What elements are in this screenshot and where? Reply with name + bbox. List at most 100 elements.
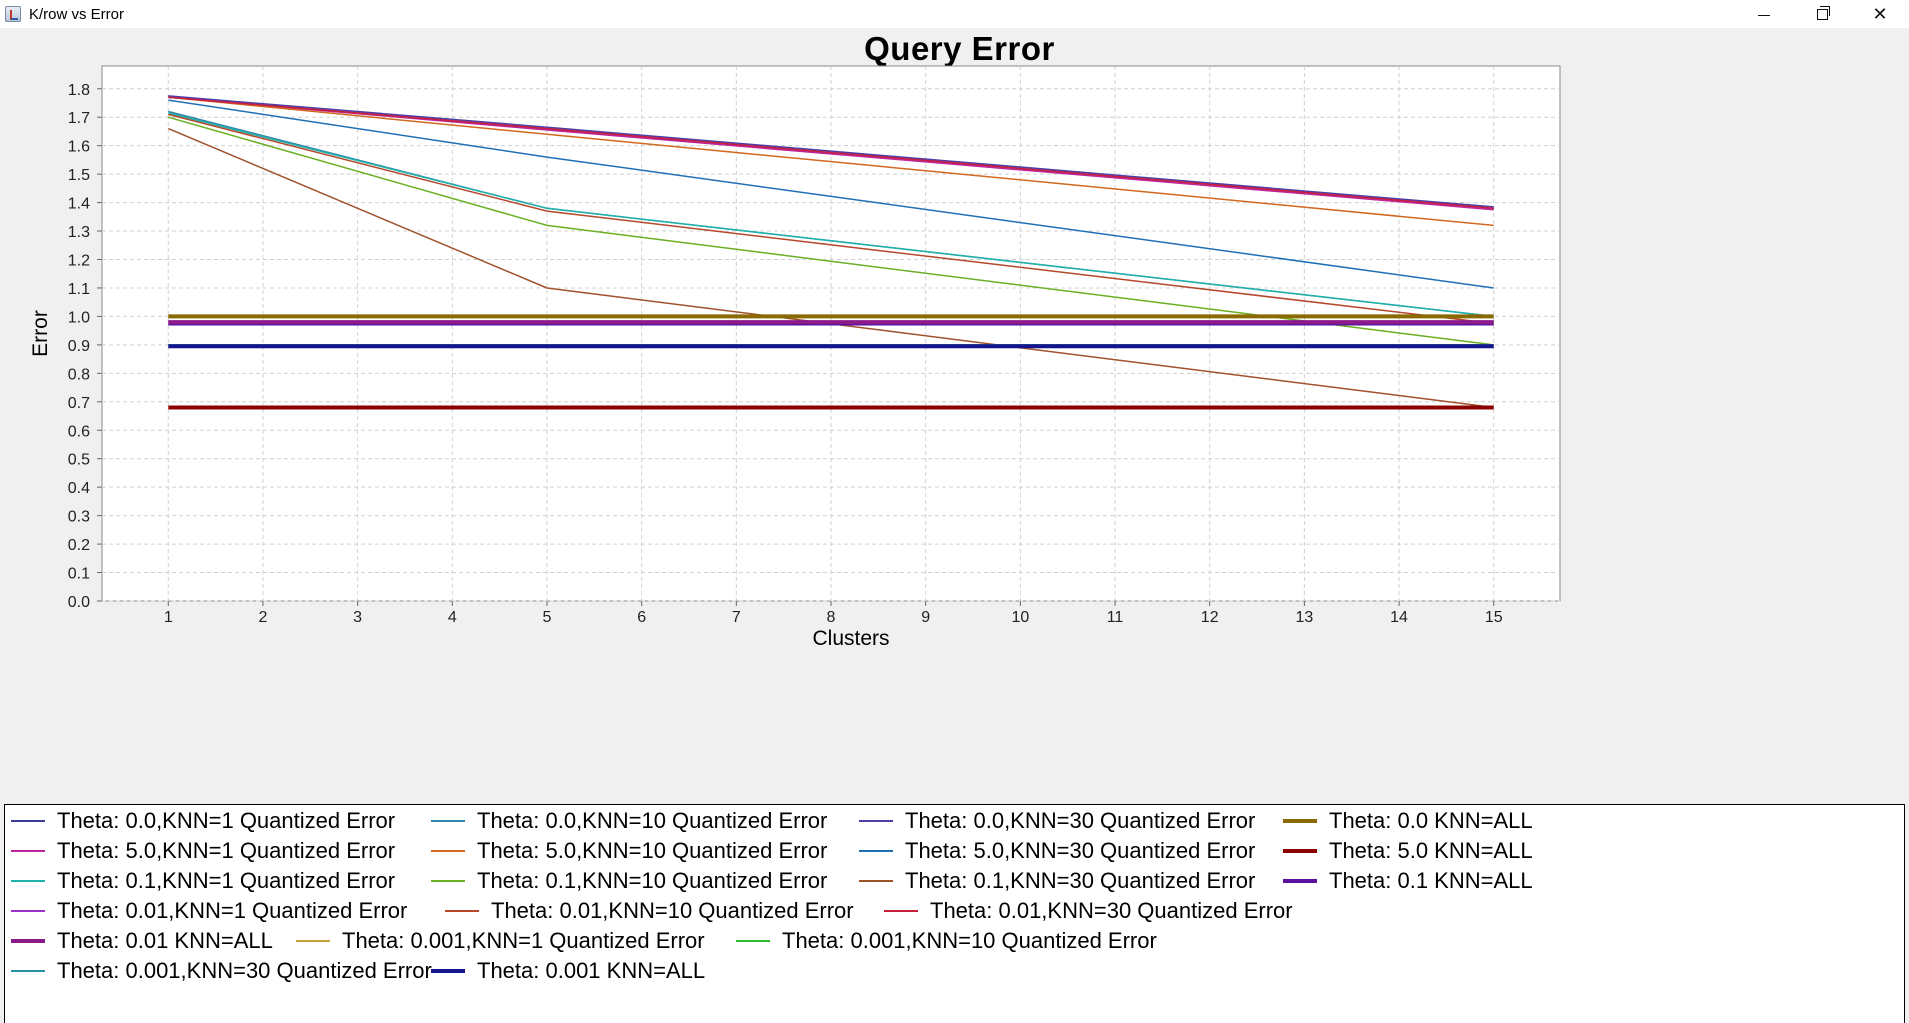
legend-label: Theta: 0.001 KNN=ALL <box>477 958 706 983</box>
legend-swatch <box>11 820 45 822</box>
legend-item: Theta: 0.01,KNN=30 Quantized Error <box>878 897 1293 925</box>
x-tick-label: 1 <box>164 609 173 626</box>
x-tick-label: 9 <box>921 609 930 626</box>
series-line <box>168 96 1494 227</box>
legend-label: Theta: 5.0,KNN=30 Quantized Error <box>905 838 1256 863</box>
legend-label: Theta: 0.01,KNN=1 Quantized Error <box>57 898 408 923</box>
x-tick-label: 13 <box>1295 609 1313 626</box>
x-tick-label: 6 <box>637 609 646 626</box>
legend-label: Theta: 0.001,KNN=1 Quantized Error <box>342 928 705 953</box>
y-tick-label: 1.5 <box>68 167 90 184</box>
legend-item: Theta: 0.0,KNN=10 Quantized Error <box>425 807 827 835</box>
legend-label: Theta: 0.01,KNN=10 Quantized Error <box>491 898 854 923</box>
legend-item: Theta: 0.1,KNN=30 Quantized Error <box>853 867 1255 895</box>
legend-item: Theta: 5.0 KNN=ALL <box>1277 837 1533 865</box>
legend-swatch <box>11 850 45 852</box>
legend-swatch <box>859 850 893 852</box>
legend-label: Theta: 0.001,KNN=10 Quantized Error <box>782 928 1157 953</box>
y-tick-label: 1.3 <box>68 224 90 241</box>
x-axis-label: Clusters <box>812 627 889 650</box>
y-tick-label: 1.4 <box>68 196 90 213</box>
legend-item: Theta: 0.01,KNN=10 Quantized Error <box>439 897 854 925</box>
y-tick-label: 1.1 <box>68 281 90 298</box>
java-app-icon <box>5 6 21 22</box>
y-tick-label: 0.7 <box>68 395 90 412</box>
minimize-icon <box>1758 14 1770 16</box>
legend-label: Theta: 5.0,KNN=10 Quantized Error <box>477 838 828 863</box>
legend-label: Theta: 0.01,KNN=30 Quantized Error <box>930 898 1293 923</box>
y-tick-label: 0.2 <box>68 537 90 554</box>
restore-button[interactable] <box>1793 0 1851 28</box>
legend-item: Theta: 0.001 KNN=ALL <box>425 957 705 985</box>
x-tick-label: 8 <box>827 609 836 626</box>
y-tick-label: 0.5 <box>68 452 90 469</box>
legend-item: Theta: 0.1,KNN=10 Quantized Error <box>425 867 827 895</box>
series-line <box>168 99 1494 289</box>
y-tick-label: 1.6 <box>68 139 90 156</box>
legend-swatch <box>859 880 893 882</box>
legend-swatch <box>1283 819 1317 823</box>
y-tick-label: 0.0 <box>68 594 90 611</box>
legend-label: Theta: 0.1 KNN=ALL <box>1329 868 1533 893</box>
minimize-button[interactable] <box>1735 0 1793 28</box>
legend-label: Theta: 5.0,KNN=1 Quantized Error <box>57 838 396 863</box>
x-tick-label: 10 <box>1011 609 1029 626</box>
legend-swatch <box>1283 879 1317 883</box>
legend-label: Theta: 0.1,KNN=30 Quantized Error <box>905 868 1256 893</box>
x-tick-label: 4 <box>448 609 457 626</box>
legend-swatch <box>445 910 479 912</box>
legend-swatch <box>296 940 330 942</box>
y-tick-label: 0.6 <box>68 423 90 440</box>
close-button[interactable]: ✕ <box>1851 0 1909 28</box>
y-tick-label: 0.1 <box>68 566 90 583</box>
chart-title: Query Error <box>864 30 1055 67</box>
legend-swatch <box>431 850 465 852</box>
y-tick-label: 1.2 <box>68 253 90 270</box>
legend-swatch <box>736 940 770 942</box>
legend-label: Theta: 0.001,KNN=30 Quantized Error <box>57 958 432 983</box>
y-tick-label: 0.8 <box>68 366 90 383</box>
chart-legend: Theta: 0.0,KNN=1 Quantized Error Theta: 0… <box>4 804 1905 1023</box>
legend-item: Theta: 0.01 KNN=ALL <box>5 927 273 955</box>
x-tick-label: 12 <box>1201 609 1219 626</box>
legend-item: Theta: 0.001,KNN=10 Quantized Error <box>730 927 1157 955</box>
x-tick-label: 7 <box>732 609 741 626</box>
legend-label: Theta: 0.0,KNN=10 Quantized Error <box>477 808 828 833</box>
y-tick-label: 1.8 <box>68 82 90 99</box>
y-tick-label: 0.4 <box>68 480 90 497</box>
legend-swatch <box>11 939 45 943</box>
series-line <box>168 96 1494 210</box>
series-line <box>168 113 1494 325</box>
legend-item: Theta: 0.001,KNN=30 Quantized Error <box>5 957 432 985</box>
legend-label: Theta: 0.0,KNN=1 Quantized Error <box>57 808 396 833</box>
legend-label: Theta: 0.01 KNN=ALL <box>57 928 273 953</box>
legend-label: Theta: 0.0,KNN=30 Quantized Error <box>905 808 1256 833</box>
series-line <box>168 112 1494 318</box>
x-tick-label: 15 <box>1485 609 1503 626</box>
legend-item: Theta: 0.01,KNN=1 Quantized Error <box>5 897 407 925</box>
y-tick-label: 1.7 <box>68 110 90 127</box>
x-tick-label: 5 <box>543 609 552 626</box>
legend-item: Theta: 0.0,KNN=1 Quantized Error <box>5 807 395 835</box>
series-line <box>168 127 1494 409</box>
window-title: K/row vs Error <box>29 5 125 23</box>
x-tick-label: 2 <box>258 609 267 626</box>
line-chart: 0.0 0.1 0.2 0.3 0.4 0.5 0.6 0.7 0.8 0.9 1.0 1.1 1.2 1… <box>29 65 1561 650</box>
x-tick-label: 14 <box>1390 609 1408 626</box>
y-tick-label: 0.9 <box>68 338 90 355</box>
legend-item: Theta: 0.001,KNN=1 Quantized Error <box>290 927 705 955</box>
legend-swatch <box>11 880 45 882</box>
series-line <box>168 116 1494 346</box>
legend-swatch <box>884 910 918 912</box>
y-tick-label: 1.0 <box>68 309 90 326</box>
legend-swatch <box>431 820 465 822</box>
legend-swatch <box>1283 849 1317 853</box>
legend-swatch <box>11 910 45 912</box>
legend-label: Theta: 0.1,KNN=1 Quantized Error <box>57 868 396 893</box>
legend-label: Theta: 0.1,KNN=10 Quantized Error <box>477 868 828 893</box>
x-tick-label: 3 <box>353 609 362 626</box>
legend-swatch <box>859 820 893 822</box>
legend-item: Theta: 0.1 KNN=ALL <box>1277 867 1533 895</box>
window-titlebar: K/row vs Error ✕ <box>0 0 1909 28</box>
legend-item: Theta: 5.0,KNN=10 Quantized Error <box>425 837 827 865</box>
